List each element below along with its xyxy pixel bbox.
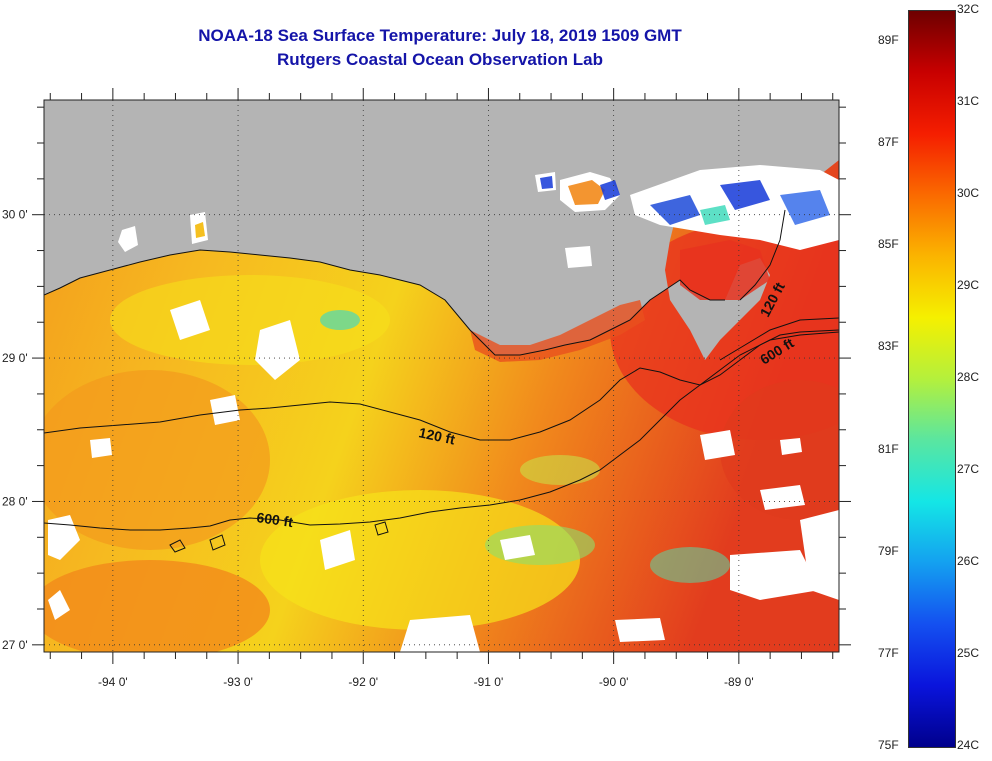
fahrenheit-label: 85F bbox=[878, 237, 899, 252]
cloud-gap bbox=[90, 438, 112, 458]
temperature-colorbar bbox=[908, 10, 956, 748]
fahrenheit-label: 75F bbox=[878, 738, 899, 752]
yellow-patch-north bbox=[110, 275, 390, 365]
cloud-gap bbox=[780, 438, 802, 455]
land-area bbox=[44, 100, 839, 360]
celsius-label: 31C bbox=[957, 94, 980, 108]
contour-label-600ft: 600 ft bbox=[256, 509, 295, 530]
axis-tick-labels: -94 0' -93 0' -92 0' -91 0' -90 0' -89 0' 30 0… bbox=[2, 208, 754, 689]
contour-120ft-west bbox=[44, 329, 839, 441]
celsius-label: 32C bbox=[957, 2, 980, 16]
land-island bbox=[118, 226, 138, 252]
fahrenheit-label: 89F bbox=[878, 32, 899, 47]
fahrenheit-label: 81F bbox=[878, 441, 899, 456]
lon-tick-label: -93 0' bbox=[223, 675, 253, 689]
fahrenheit-label: 83F bbox=[878, 339, 899, 354]
celsius-label: 26C bbox=[957, 554, 980, 568]
celsius-label: 28C bbox=[957, 370, 980, 384]
cloud-gap bbox=[48, 590, 70, 620]
cloud-gap bbox=[48, 515, 80, 560]
map-subtitle: Rutgers Coastal Ocean Observation Lab bbox=[277, 50, 603, 69]
cloud-gap bbox=[500, 535, 535, 560]
cloud-gap bbox=[760, 485, 805, 510]
axis-ticks bbox=[32, 88, 851, 664]
celsius-label: 27C bbox=[957, 462, 980, 476]
lon-tick-label: -94 0' bbox=[98, 675, 128, 689]
coastal-warm-strip bbox=[470, 300, 645, 362]
celsius-label: 29C bbox=[957, 278, 980, 292]
depth-contours bbox=[44, 209, 839, 553]
cloud-gap bbox=[730, 550, 820, 600]
cool-patch-2 bbox=[650, 547, 730, 583]
cloud-gap bbox=[255, 320, 300, 380]
lat-tick-label: 30 0' bbox=[2, 208, 28, 222]
lat-tick-label: 27 0' bbox=[2, 638, 28, 652]
celsius-label: 30C bbox=[957, 186, 980, 200]
lon-tick-label: -89 0' bbox=[724, 675, 754, 689]
contour-120ft-east bbox=[739, 209, 786, 301]
lon-tick-label: -91 0' bbox=[474, 675, 504, 689]
sst-map: 120 ft 600 ft 120 ft 600 ft -94 0' -93 0'… bbox=[2, 88, 851, 689]
graticule bbox=[44, 100, 839, 652]
celsius-label: 25C bbox=[957, 646, 980, 660]
cloud-gaps bbox=[48, 300, 839, 652]
orange-patch-south bbox=[44, 560, 270, 652]
cloud-gap bbox=[320, 530, 355, 570]
cloud-gap bbox=[210, 395, 240, 425]
contour-600ft-west bbox=[44, 331, 839, 531]
map-title: NOAA-18 Sea Surface Temperature: July 18… bbox=[198, 26, 682, 45]
cloud-gap bbox=[700, 430, 735, 460]
yellow-patch-center bbox=[260, 490, 580, 630]
lon-tick-label: -90 0' bbox=[599, 675, 629, 689]
fahrenheit-label: 87F bbox=[878, 134, 899, 149]
cloud-gap bbox=[800, 510, 839, 600]
lat-tick-label: 28 0' bbox=[2, 494, 28, 508]
land-island bbox=[195, 222, 205, 238]
cool-patch-3 bbox=[320, 310, 360, 330]
lon-tick-label: -92 0' bbox=[348, 675, 378, 689]
coastline bbox=[44, 249, 725, 356]
lat-tick-label: 29 0' bbox=[2, 351, 28, 365]
contour-600ft-east bbox=[719, 317, 839, 361]
cloud-gap bbox=[170, 300, 210, 340]
land-island bbox=[565, 246, 592, 268]
fahrenheit-label: 79F bbox=[878, 543, 899, 558]
cloud-gap bbox=[615, 618, 665, 642]
map-frame bbox=[43, 99, 840, 653]
celsius-label: 24C bbox=[957, 738, 980, 752]
cloud-gap bbox=[400, 615, 480, 652]
land-island bbox=[568, 180, 605, 205]
contour-label-120ft: 120 ft bbox=[417, 424, 456, 447]
fahrenheit-label: 77F bbox=[878, 646, 899, 660]
warm-patch-southeast bbox=[720, 380, 839, 520]
cool-patch-4 bbox=[520, 455, 600, 485]
